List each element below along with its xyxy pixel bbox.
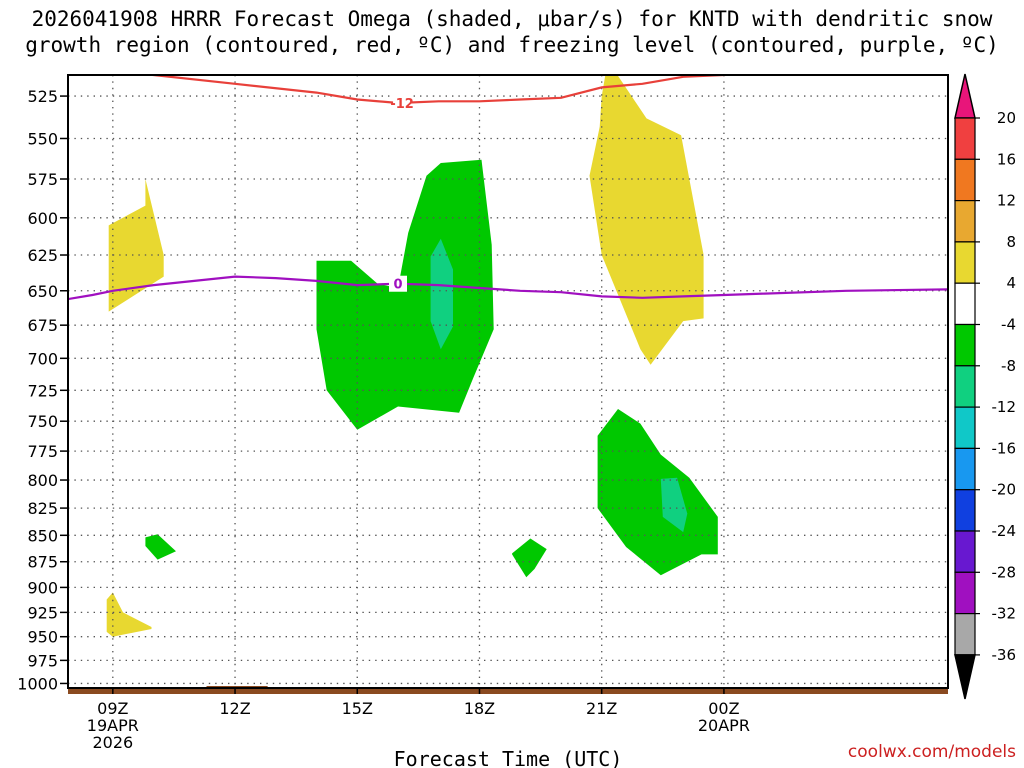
y-tick-label-875: 875 bbox=[27, 553, 58, 572]
omega-region-2 bbox=[106, 592, 152, 637]
colorbar-segment-8 bbox=[954, 406, 976, 450]
x-tick-label-00Z-1: 00Z bbox=[708, 699, 739, 718]
y-tick-label-800: 800 bbox=[27, 471, 58, 490]
y-tick-label-975: 975 bbox=[27, 651, 58, 670]
colorbar-segment-10 bbox=[954, 489, 976, 532]
omega-region-8 bbox=[145, 534, 176, 560]
y-tick-label-900: 900 bbox=[27, 578, 58, 597]
x-tick-label-09Z-1: 09Z bbox=[97, 699, 128, 718]
colorbar-segment-7 bbox=[954, 365, 976, 408]
y-tick-label-750: 750 bbox=[27, 412, 58, 431]
colorbar-label-1: 20 bbox=[997, 109, 1016, 127]
colorbar-label-5: 4 bbox=[1006, 274, 1016, 292]
omega-regions bbox=[106, 75, 718, 637]
credit-link[interactable]: coolwx.com/models bbox=[847, 742, 1016, 762]
omega-region-7 bbox=[660, 477, 688, 533]
x-tick-label-00Z-2: 20APR bbox=[698, 716, 750, 735]
colorbar-label-12: -28 bbox=[992, 563, 1017, 581]
y-tick-label-850: 850 bbox=[27, 526, 58, 545]
colorbar-segment-5 bbox=[954, 282, 976, 326]
colorbar-segment-11 bbox=[954, 530, 976, 573]
x-tick-label-18Z-1: 18Z bbox=[464, 699, 495, 718]
chart-title-line-2: growth region (contoured, red, ºC) and f… bbox=[25, 33, 999, 57]
colorbar-bottom-arrow bbox=[954, 654, 976, 700]
y-tick-label-925: 925 bbox=[27, 603, 58, 622]
y-tick-label-775: 775 bbox=[27, 442, 58, 461]
y-tick-label-950: 950 bbox=[27, 628, 58, 647]
colorbar-label-13: -32 bbox=[992, 605, 1017, 623]
colorbar-segment-13 bbox=[954, 612, 976, 656]
colorbar-label-3: 12 bbox=[997, 192, 1016, 210]
colorbar-top-arrow bbox=[954, 73, 976, 119]
colorbar-segment-4 bbox=[954, 241, 976, 284]
contour-label-bg-2 bbox=[389, 275, 407, 292]
omega-region-3 bbox=[589, 75, 704, 365]
colorbar-segment-6 bbox=[954, 323, 976, 367]
contour-label-dendritic: -12 bbox=[390, 97, 414, 112]
colorbar-segment-1 bbox=[954, 117, 976, 160]
y-tick-label-825: 825 bbox=[27, 499, 58, 518]
colorbar-label-6: -4 bbox=[1001, 316, 1016, 334]
contour-label-freezing-level: 0 bbox=[393, 278, 402, 293]
y-tick-label-600: 600 bbox=[27, 209, 58, 228]
y-tick-label-675: 675 bbox=[27, 316, 58, 335]
omega-region-6 bbox=[597, 409, 718, 576]
y-tick-label-525: 525 bbox=[27, 87, 58, 106]
y-tick-label-625: 625 bbox=[27, 246, 58, 265]
colorbar-label-9: -16 bbox=[992, 439, 1017, 457]
plot-frame bbox=[67, 74, 949, 689]
colorbar-segment-2 bbox=[954, 158, 976, 202]
contour-label-bg-1 bbox=[393, 94, 412, 111]
x-tick-label-12Z-1: 12Z bbox=[219, 699, 250, 718]
x-axis-label: Forecast Time (UTC) bbox=[394, 747, 623, 768]
contour-freezing-level bbox=[68, 275, 948, 301]
chart-title: 2026041908 HRRR Forecast Omega (shaded, … bbox=[0, 6, 1024, 58]
y-tick-label-1000: 1000 bbox=[17, 674, 58, 693]
colorbar-label-4: 8 bbox=[1006, 233, 1016, 251]
x-tick-label-21Z-1: 21Z bbox=[586, 699, 617, 718]
colorbar-label-11: -24 bbox=[992, 522, 1017, 540]
omega-region-9 bbox=[512, 538, 547, 578]
terrain-strip bbox=[68, 688, 948, 694]
omega-region-1 bbox=[108, 179, 164, 312]
colorbar-segment-12 bbox=[954, 571, 976, 615]
y-tick-label-725: 725 bbox=[27, 381, 58, 400]
x-tick-label-15Z-1: 15Z bbox=[342, 699, 373, 718]
y-tick-label-650: 650 bbox=[27, 282, 58, 301]
colorbar-label-2: 16 bbox=[997, 150, 1016, 168]
x-tick-label-09Z-2: 19APR bbox=[87, 716, 139, 735]
colorbar-label-14: -36 bbox=[992, 646, 1017, 664]
colorbar-label-8: -12 bbox=[992, 398, 1017, 416]
colorbar-label-7: -8 bbox=[1001, 357, 1016, 375]
colorbar-segment-9 bbox=[954, 447, 976, 491]
chart-title-line-1: 2026041908 HRRR Forecast Omega (shaded, … bbox=[31, 7, 993, 31]
y-tick-label-550: 550 bbox=[27, 129, 58, 148]
plot-background bbox=[68, 75, 948, 688]
y-tick-label-700: 700 bbox=[27, 349, 58, 368]
x-tick-label-09Z-3: 2026 bbox=[92, 733, 133, 752]
colorbar-label-10: -20 bbox=[992, 481, 1017, 499]
y-tick-label-575: 575 bbox=[27, 170, 58, 189]
omega-region-4 bbox=[316, 159, 494, 430]
omega-region-5 bbox=[430, 238, 453, 350]
colorbar-segment-3 bbox=[954, 200, 976, 243]
